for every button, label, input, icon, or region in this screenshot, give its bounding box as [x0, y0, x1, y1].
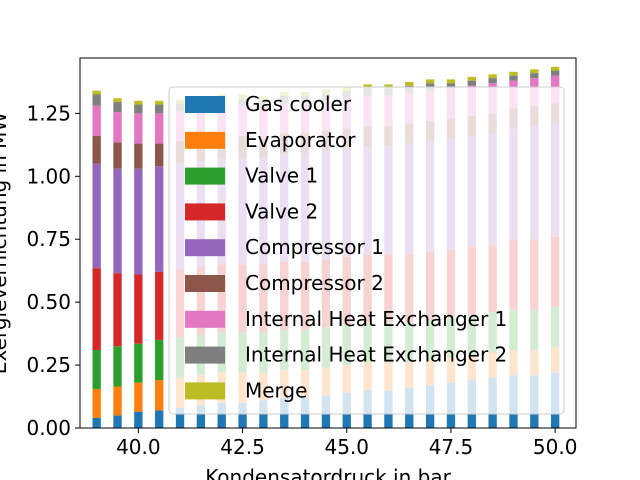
axes-frame [79, 57, 577, 429]
x-tick-label: 50.0 [533, 435, 578, 459]
bar-segment-1-x-39-5 [113, 415, 122, 428]
legend-box [168, 86, 565, 415]
x-tick-label: 45.0 [324, 435, 369, 459]
bar-segment-2-x-40 [134, 382, 143, 412]
bar-segment-3-x-39 [92, 349, 101, 389]
bar-segment-3-x-39-5 [113, 346, 122, 387]
bar-segment-1-x-40 [134, 411, 143, 428]
bar-segment-5-x-40-5 [155, 166, 164, 272]
bar-segment-9-x-45-5 [363, 84, 372, 89]
bar-segment-1-x-40-5 [155, 410, 164, 428]
bar-segment-9-x-47-5 [446, 79, 456, 84]
legend-swatch [185, 167, 225, 185]
bar-segment-9-x-49 [509, 71, 518, 76]
bar-segment-8-x-48-5 [488, 78, 497, 84]
y-tick-label: 0.00 [26, 416, 71, 440]
bar-segment-9-x-50 [550, 66, 560, 71]
bar-segment-8-x-39-5 [113, 102, 122, 113]
legend-swatch [185, 275, 225, 292]
bar-segment-4-x-39-5 [113, 273, 122, 347]
legend-label: Gas cooler [245, 92, 352, 116]
legend-label: Internal Heat Exchanger 1 [245, 307, 507, 331]
y-tick-label: 1.00 [26, 164, 71, 188]
legend-swatch [185, 239, 225, 257]
bar-segment-7-x-40 [134, 113, 143, 144]
bar-segment-6-x-39 [92, 136, 101, 164]
bar-segment-3-x-40-5 [155, 339, 164, 381]
legend-label: Merge [245, 378, 307, 402]
x-axis-label: Kondensatordruck in bar [205, 465, 451, 480]
bar-segment-8-x-40-5 [155, 104, 164, 114]
legend-label: Valve 2 [245, 199, 318, 223]
bar-segment-1-x-42-5 [238, 402, 247, 428]
bar-segment-8-x-50 [550, 70, 560, 76]
bar-segment-9-x-49-5 [530, 69, 539, 74]
y-axis-label: Exergievernichtung in MW [0, 112, 11, 375]
bar-segment-9-x-39 [92, 90, 101, 95]
bar-segment-9-x-48-5 [488, 74, 497, 79]
bar-segment-2-x-40-5 [155, 380, 164, 411]
bar-segment-6-x-40-5 [155, 143, 164, 167]
bar-segment-4-x-40 [134, 274, 143, 344]
bar-segment-5-x-39-5 [113, 168, 122, 274]
legend-swatch [185, 96, 225, 113]
x-axis-ticks: 40.0 42.5 45.0 47.5 50.0 [116, 428, 577, 459]
legend-label: Valve 1 [245, 164, 318, 188]
bar-segment-8-x-49 [509, 75, 518, 81]
legend-swatch [185, 131, 225, 149]
bar-segment-4-x-39 [92, 268, 101, 350]
legend-label: Compressor 1 [245, 235, 384, 259]
bar-segment-9-x-47 [425, 79, 435, 84]
bar-segment-1-x-39 [92, 417, 101, 428]
bar-segment-6-x-39-5 [113, 142, 122, 169]
bar-segment-9-x-48 [467, 76, 476, 81]
x-tick-label: 42.5 [220, 435, 265, 459]
bar-segment-8-x-39 [92, 94, 101, 106]
bar-segment-2-x-39 [92, 388, 101, 418]
y-tick-label: 0.75 [26, 227, 71, 251]
legend-swatch [185, 310, 225, 328]
legend-label: Evaporator [245, 128, 356, 152]
bar-segment-8-x-48 [467, 80, 476, 86]
y-tick-label: 1.25 [26, 101, 71, 125]
bar-segment-9-x-46-5 [405, 81, 414, 86]
bar-segment-7-x-39-5 [113, 112, 122, 143]
bar-segment-5-x-40 [134, 168, 143, 275]
legend-swatch [185, 382, 225, 400]
bar-segment-9-x-46 [384, 84, 393, 89]
bar-segment-1-x-42 [217, 402, 226, 428]
bar-segment-3-x-40 [134, 343, 143, 383]
legend-swatch [185, 346, 225, 364]
bar-segment-6-x-40 [134, 143, 143, 169]
legend: Gas cooler Evaporator Valve 1 Valve 2 Compre… [168, 86, 565, 415]
x-tick-label: 40.0 [116, 435, 161, 459]
legend-swatch [185, 203, 225, 221]
legend-label: Compressor 2 [245, 271, 384, 295]
bar-segment-7-x-40-5 [155, 113, 164, 144]
bar-segment-7-x-39 [92, 105, 101, 137]
x-tick-label: 47.5 [429, 435, 474, 459]
bar-segment-1-x-41-5 [196, 405, 206, 428]
bar-segment-8-x-49-5 [530, 73, 539, 79]
bar-segment-8-x-47-5 [446, 83, 456, 89]
bar-segment-2-x-39-5 [113, 386, 122, 416]
bar-segment-9-x-39-5 [113, 98, 122, 103]
bar-segment-8-x-40 [134, 104, 143, 114]
bar-segment-9-x-40-5 [155, 100, 164, 105]
bar-segment-9-x-40 [134, 100, 143, 105]
legend-label: Internal Heat Exchanger 2 [245, 343, 507, 367]
bar-segment-5-x-39 [92, 163, 101, 269]
y-axis-ticks: 0.00 0.25 0.50 0.75 1.00 1.25 [26, 101, 80, 440]
y-tick-label: 0.25 [26, 353, 71, 377]
bar-segment-1-x-41 [175, 407, 185, 428]
y-tick-label: 0.50 [26, 290, 71, 314]
bar-segment-4-x-40-5 [155, 271, 164, 340]
